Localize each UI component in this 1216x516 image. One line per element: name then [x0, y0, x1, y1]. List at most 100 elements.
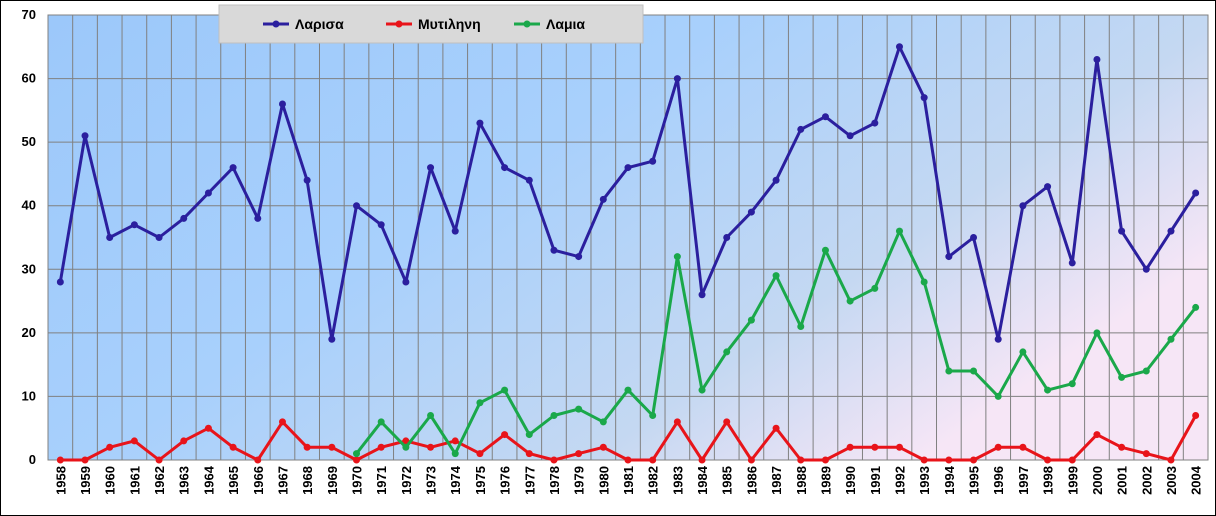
data-point — [254, 456, 262, 464]
x-tick-label: 1985 — [720, 466, 735, 495]
data-point — [772, 176, 780, 184]
data-point — [772, 272, 780, 280]
data-point — [673, 75, 681, 83]
y-tick-label: 30 — [22, 261, 36, 276]
data-point — [920, 94, 928, 102]
data-point — [451, 450, 459, 458]
legend-label: Μυτιληνη — [418, 16, 481, 32]
data-point — [821, 456, 829, 464]
data-point — [1167, 227, 1175, 235]
data-point — [1142, 265, 1150, 273]
x-tick-label: 1962 — [152, 466, 167, 495]
x-tick-label: 1960 — [103, 466, 118, 495]
data-point — [451, 437, 459, 445]
data-point — [402, 278, 410, 286]
data-point — [846, 297, 854, 305]
data-point — [106, 443, 114, 451]
data-point — [501, 386, 509, 394]
data-point — [1068, 380, 1076, 388]
data-point — [1192, 303, 1200, 311]
y-tick-label: 0 — [29, 452, 36, 467]
x-tick-label: 1979 — [572, 466, 587, 495]
x-tick-label: 1982 — [646, 466, 661, 495]
x-tick-label: 1991 — [868, 466, 883, 495]
data-point — [353, 202, 361, 210]
legend-entry: Λαρισα — [263, 16, 344, 32]
data-point — [575, 450, 583, 458]
data-point — [1093, 431, 1101, 439]
legend-label: Λαμια — [546, 16, 585, 32]
x-tick-label: 2004 — [1189, 465, 1204, 495]
x-tick-label: 2000 — [1090, 466, 1105, 495]
legend-marker — [272, 20, 280, 28]
data-point — [56, 278, 64, 286]
data-point — [747, 208, 755, 216]
data-point — [1192, 412, 1200, 419]
data-point — [797, 456, 805, 464]
data-point — [895, 227, 903, 235]
data-point — [476, 119, 484, 127]
data-point — [501, 164, 509, 172]
data-point — [575, 253, 583, 261]
data-point — [920, 456, 928, 464]
data-point — [772, 424, 780, 432]
x-tick-label: 2001 — [1115, 466, 1130, 495]
data-point — [698, 456, 706, 464]
x-tick-label: 2002 — [1139, 466, 1154, 495]
legend-box — [218, 4, 644, 44]
data-point — [649, 412, 657, 419]
data-point — [871, 284, 879, 292]
data-point — [229, 164, 237, 172]
x-tick-label: 1964 — [201, 465, 216, 495]
y-tick-label: 20 — [22, 325, 36, 340]
x-tick-label: 1978 — [547, 466, 562, 495]
data-point — [1068, 456, 1076, 464]
data-point — [353, 450, 361, 458]
data-point — [525, 176, 533, 184]
grid-lines — [47, 14, 1209, 461]
data-point — [624, 386, 632, 394]
data-point — [106, 234, 114, 241]
x-axis-ticks: 1958 1959 1960 1961 1962 1963 1964 1965 1966 1967… — [53, 465, 1203, 495]
x-tick-label: 1989 — [818, 466, 833, 495]
data-point — [476, 399, 484, 407]
x-tick-label: 1967 — [275, 466, 290, 495]
data-point — [846, 132, 854, 140]
data-point — [254, 214, 262, 222]
data-point — [920, 278, 928, 286]
data-point — [698, 386, 706, 394]
data-point — [871, 443, 879, 451]
legend-marker — [395, 20, 403, 28]
x-tick-label: 1973 — [424, 466, 439, 495]
plot-area — [47, 14, 1209, 461]
x-tick-label: 1990 — [843, 466, 858, 495]
data-point — [599, 418, 607, 426]
data-point — [1142, 367, 1150, 375]
x-tick-label: 1994 — [942, 465, 957, 495]
data-point — [303, 443, 311, 451]
data-point — [155, 456, 163, 464]
x-tick-label: 1987 — [769, 466, 784, 495]
data-point — [303, 176, 311, 184]
data-point — [673, 418, 681, 426]
data-point — [1044, 456, 1052, 464]
data-point — [945, 367, 953, 375]
data-point — [1192, 189, 1200, 197]
data-point — [81, 456, 89, 464]
x-tick-label: 1961 — [127, 466, 142, 495]
data-point — [747, 456, 755, 464]
x-tick-label: 1970 — [350, 466, 365, 495]
series-2 — [56, 412, 1200, 464]
data-point — [1019, 202, 1027, 210]
data-point — [624, 164, 632, 172]
data-point — [377, 443, 385, 451]
data-point — [871, 119, 879, 127]
data-point — [451, 227, 459, 235]
x-tick-label: 1996 — [991, 466, 1006, 495]
data-point — [1118, 227, 1126, 235]
data-point — [1044, 386, 1052, 394]
x-tick-label: 1965 — [226, 466, 241, 495]
x-tick-label: 1966 — [251, 466, 266, 495]
data-point — [377, 418, 385, 426]
